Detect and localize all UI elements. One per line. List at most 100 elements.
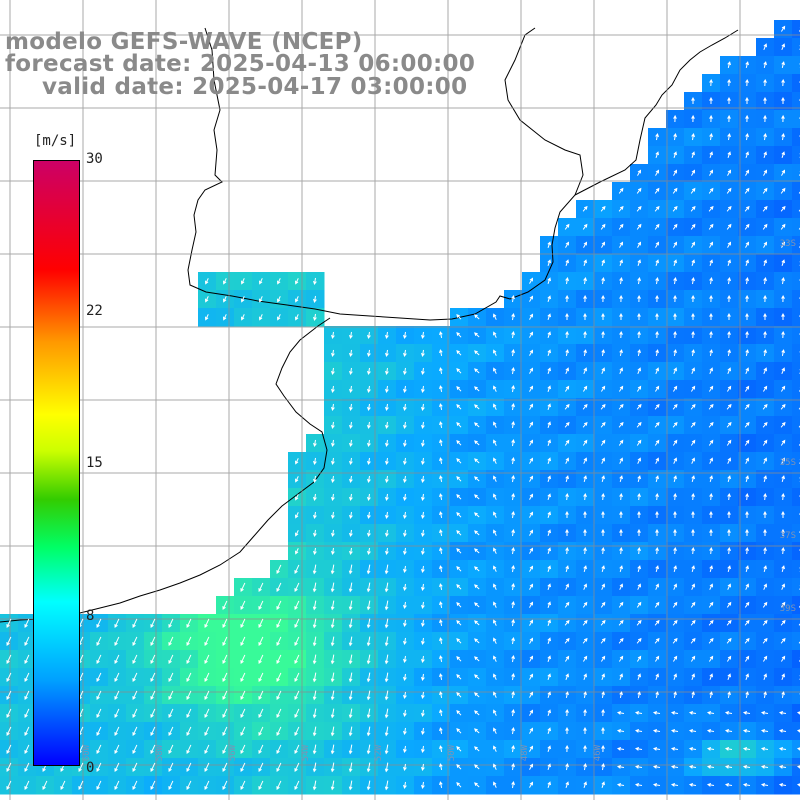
wind-arrow xyxy=(204,726,210,737)
wind-arrow xyxy=(619,510,623,518)
wind-arrow xyxy=(673,259,677,266)
wind-arrow xyxy=(421,547,425,556)
wind-arrow xyxy=(6,744,12,755)
wind-arrow xyxy=(6,726,12,737)
wind-arrow xyxy=(727,546,731,555)
wind-arrow xyxy=(276,618,282,629)
wind-arrow xyxy=(547,709,551,716)
wind-arrow xyxy=(403,403,407,412)
wind-arrow xyxy=(258,780,264,791)
wind-arrow xyxy=(331,403,335,412)
wind-arrow xyxy=(727,132,731,141)
wind-arrow xyxy=(456,602,462,608)
wind-arrow xyxy=(762,619,768,626)
wind-arrow xyxy=(655,475,659,483)
wind-arrow xyxy=(384,564,389,575)
wind-arrow xyxy=(258,600,264,611)
wind-arrow xyxy=(421,583,425,592)
wind-arrow xyxy=(709,241,714,248)
wind-arrow xyxy=(709,294,713,303)
wind-arrow xyxy=(583,583,587,590)
wind-arrow xyxy=(745,510,749,518)
wind-cell xyxy=(792,362,800,381)
wind-cell xyxy=(792,668,800,687)
wind-arrow xyxy=(781,367,785,374)
wind-arrow xyxy=(547,421,551,428)
wind-arrow xyxy=(456,476,462,482)
wind-arrow xyxy=(655,457,659,464)
wind-arrow xyxy=(385,331,389,340)
wind-arrow xyxy=(688,783,697,787)
wind-arrow xyxy=(385,349,389,358)
wind-arrow xyxy=(673,349,677,357)
wind-arrow xyxy=(456,530,462,536)
wind-arrow xyxy=(385,421,389,430)
wind-arrow xyxy=(637,294,641,303)
wind-arrow xyxy=(348,708,353,719)
wind-arrow xyxy=(367,475,371,484)
wind-arrow xyxy=(727,475,731,483)
wind-arrow xyxy=(600,439,606,446)
wind-arrow xyxy=(132,672,138,683)
wind-arrow xyxy=(547,529,551,536)
wind-arrow xyxy=(637,492,641,501)
wind-arrow xyxy=(547,655,551,662)
wind-arrow xyxy=(330,690,335,701)
wind-arrow xyxy=(564,403,570,410)
wind-arrow xyxy=(421,565,425,574)
wind-arrow xyxy=(168,780,174,791)
wind-arrow xyxy=(349,421,353,430)
wind-arrow xyxy=(348,582,353,593)
wind-arrow xyxy=(637,367,641,374)
wind-arrow xyxy=(706,747,715,751)
wind-arrow xyxy=(366,744,371,755)
wind-arrow xyxy=(186,762,192,773)
wind-arrow xyxy=(636,187,642,194)
wind-arrow xyxy=(601,492,605,501)
wind-arrow xyxy=(511,564,515,573)
wind-arrow xyxy=(652,783,661,787)
wind-arrow xyxy=(132,744,138,755)
wind-arrow xyxy=(601,259,605,266)
wind-arrow xyxy=(565,691,569,699)
wind-arrow xyxy=(691,492,695,501)
wind-arrow xyxy=(222,654,228,665)
wind-arrow xyxy=(709,276,713,285)
wind-arrow xyxy=(367,493,371,502)
wind-arrow xyxy=(583,294,587,303)
wind-arrow xyxy=(511,618,515,627)
wind-arrow xyxy=(529,439,534,446)
wind-arrow xyxy=(709,475,713,483)
wind-arrow xyxy=(348,726,353,737)
wind-arrow xyxy=(655,691,659,699)
wind-arrow xyxy=(421,403,425,412)
wind-cell xyxy=(792,200,800,219)
wind-arrow xyxy=(529,655,534,662)
wind-arrow xyxy=(670,711,679,715)
wind-arrow xyxy=(601,367,605,374)
wind-arrow xyxy=(24,690,30,701)
wind-arrow xyxy=(619,457,623,464)
wind-arrow xyxy=(493,385,497,392)
wind-arrow xyxy=(186,744,192,755)
wind-arrow xyxy=(385,457,389,466)
wind-arrow xyxy=(781,241,786,248)
wind-arrow xyxy=(708,619,714,626)
wind-arrow xyxy=(655,492,659,501)
wind-arrow xyxy=(24,618,30,629)
wind-arrow xyxy=(726,421,732,428)
wind-arrow xyxy=(421,619,425,628)
wind-arrow xyxy=(366,636,371,647)
wind-arrow xyxy=(582,601,588,608)
wind-arrow xyxy=(636,385,642,392)
wind-arrow xyxy=(654,223,660,230)
wind-arrow xyxy=(474,476,480,482)
wind-vectors xyxy=(6,25,800,791)
wind-arrow xyxy=(781,151,785,158)
wind-arrow xyxy=(781,43,785,50)
wind-arrow xyxy=(6,672,12,683)
wind-arrow xyxy=(672,439,678,446)
wind-arrow xyxy=(691,330,695,339)
wind-arrow xyxy=(745,367,749,374)
wind-arrow xyxy=(727,312,731,320)
